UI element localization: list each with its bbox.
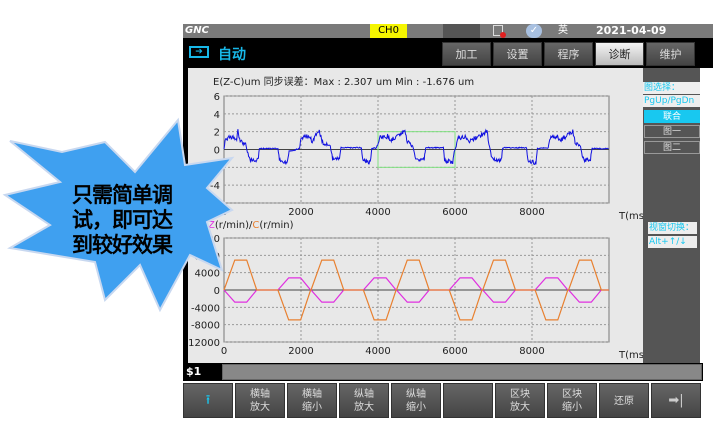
callout-line: 到较好效果 [72, 233, 173, 257]
y-tick-label: -4 [210, 181, 220, 192]
fkey-label: 区块 [510, 389, 530, 400]
language-indicator[interactable]: 英 [558, 25, 568, 36]
fkey-button-8[interactable]: 还原 [599, 383, 649, 418]
arrow-right-icon: ➔ [189, 46, 209, 58]
mode-label: 自动 [218, 47, 246, 63]
logo: GNC [185, 25, 209, 36]
fkey-label: 横轴 [302, 389, 322, 400]
speed-series-line-1 [223, 259, 609, 321]
callout-line: 试，即可达 [72, 208, 173, 232]
x-tick-label: 6000 [442, 207, 467, 218]
fkey-button-4[interactable]: 纵轴 缩小 [391, 383, 441, 418]
fkey-label: 放大 [510, 402, 530, 413]
fkey-label: 纵轴 [406, 389, 426, 400]
fkey-button-1[interactable]: 横轴 放大 [235, 383, 285, 418]
fkey-label: 缩小 [302, 402, 322, 413]
x-tick-label: 2000 [288, 207, 313, 218]
x-axis-label: T(ms) [618, 211, 643, 222]
channel-label: $1 [186, 365, 202, 378]
chart1-button[interactable]: 图一 [644, 125, 700, 138]
fkey-label: 还原 [614, 396, 634, 407]
y-axis-label: Z(r/min)/C(r/min) [208, 220, 294, 231]
status-box [443, 24, 480, 38]
fkey-label: 纵轴 [354, 389, 374, 400]
arrow-up-icon: ⭱ [205, 393, 211, 408]
fkey-label: 横轴 [250, 389, 270, 400]
tab-machining[interactable]: 加工 [442, 42, 491, 66]
x-tick-label: 8000 [519, 207, 544, 218]
y-tick-label: 4 [214, 110, 220, 121]
y-tick-label: 2 [214, 128, 220, 139]
y-tick-label: -8000 [191, 321, 220, 332]
channel-indicator[interactable]: CH0 [370, 24, 407, 38]
chart-title: E(Z-C)um 同步误差：Max : 2.307 um Min : -1.67… [213, 75, 474, 88]
speed-series-line-0 [223, 277, 609, 303]
title-bar: GNC CH0 ✓ 英 2021-04-09 08:32:33 [183, 24, 713, 51]
tab-diagnosis[interactable]: 诊断 [595, 42, 644, 66]
fkey-label: 放大 [250, 402, 270, 413]
window-keys-label: Alt+↑/↓ [648, 236, 697, 248]
check-icon: ✓ [526, 24, 542, 38]
right-panel: 图选择： PgUp/PgDn 联合 图一 图二 视窗切换： Alt+↑/↓ [643, 68, 700, 363]
fkey-button-0[interactable]: ⭱ [183, 383, 233, 418]
y-tick-label: 0 [214, 146, 220, 157]
tab-maintenance[interactable]: 维护 [646, 42, 695, 66]
fkey-button-2[interactable]: 横轴 缩小 [287, 383, 337, 418]
window-switch-label: 视窗切换： [648, 222, 697, 234]
chart-panel: 020004000600080006420-2-4-6T(ms)E(Z-C)um… [185, 68, 648, 363]
x-tick-label: 2000 [288, 346, 313, 357]
chart2-button[interactable]: 图二 [644, 141, 700, 154]
starburst-shape [2, 117, 235, 313]
fkey-label: 区块 [562, 389, 582, 400]
x-tick-label: 0 [221, 346, 227, 357]
network-error-icon [493, 25, 506, 38]
fkey-label: 缩小 [562, 402, 582, 413]
tab-settings[interactable]: 设置 [493, 42, 542, 66]
tab-program[interactable]: 程序 [544, 42, 593, 66]
y-tick-label: 0 [214, 286, 220, 297]
callout-text: 只需简单调 试，即可达 到较好效果 [72, 183, 212, 258]
x-tick-label: 4000 [365, 346, 390, 357]
page-keys-label: PgUp/PgDn [643, 95, 700, 107]
callout-line: 只需简单调 [72, 183, 173, 207]
fkey-button-3[interactable]: 纵轴 放大 [339, 383, 389, 418]
y-tick-label: -4000 [191, 303, 220, 314]
fkey-button-9[interactable]: ➡| [651, 383, 701, 418]
fkey-button-5[interactable] [443, 383, 493, 418]
command-input[interactable] [222, 364, 702, 380]
x-tick-label: 4000 [365, 207, 390, 218]
x-tick-label: 8000 [519, 346, 544, 357]
x-tick-label: 6000 [442, 346, 467, 357]
y-tick-label: 4000 [195, 269, 220, 280]
fkey-label: 缩小 [406, 402, 426, 413]
mode-bar: ➔ 自动 加工 设置 程序 诊断 维护 [183, 38, 713, 68]
fkey-button-6[interactable]: 区块 放大 [495, 383, 545, 418]
combined-button[interactable]: 联合 [644, 110, 700, 123]
select-label: 图选择： [643, 82, 700, 94]
y-tick-label: 6 [214, 92, 220, 103]
fkey-button-7[interactable]: 区块 缩小 [547, 383, 597, 418]
error-series-line [223, 128, 609, 165]
arrow-right-bar-icon: ➡| [668, 393, 684, 408]
x-axis-label: T(ms) [618, 350, 643, 361]
status-bar: $1 [183, 363, 703, 381]
callout-starburst [2, 117, 235, 313]
fkey-label: 放大 [354, 402, 374, 413]
y-tick-label: -12000 [188, 338, 220, 349]
charts-svg[interactable]: 020004000600080006420-2-4-6T(ms)E(Z-C)um… [185, 68, 648, 363]
